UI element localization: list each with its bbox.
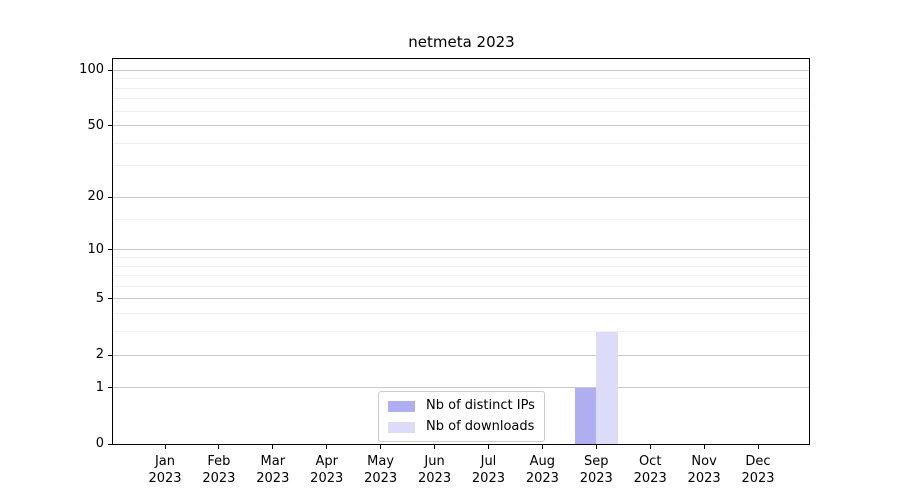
x-tick-year: 2023	[418, 471, 452, 486]
x-tick-year: 2023	[633, 471, 667, 486]
legend-swatch-downloads-icon	[388, 421, 415, 433]
y-tick-label: 50	[87, 117, 104, 133]
x-tick-year: 2023	[256, 471, 290, 486]
x-tick-month: Sep	[584, 454, 609, 469]
x-tick-label: Nov 2023	[677, 453, 731, 487]
x-tick-month: Dec	[745, 454, 771, 469]
y-tick-label: 1	[95, 379, 104, 395]
x-tick-year: 2023	[687, 471, 721, 486]
legend-item-distinct-ips: Nb of distinct IPs	[388, 397, 535, 415]
x-tick-label: Feb 2023	[192, 453, 246, 487]
x-tick-label: Oct 2023	[623, 453, 677, 487]
x-tick-label: Jun 2023	[408, 453, 462, 487]
x-tick-month: Jul	[480, 454, 497, 469]
x-tick-month: Feb	[207, 454, 231, 469]
x-tick-year: 2023	[202, 471, 236, 486]
x-tick-label: Mar 2023	[246, 453, 300, 487]
x-tick-label: Jul 2023	[461, 453, 515, 487]
x-tick-label: Jan 2023	[138, 453, 192, 487]
x-tick-year: 2023	[310, 471, 344, 486]
x-tick-month: Mar	[260, 454, 286, 469]
x-tick-month: Apr	[315, 454, 338, 469]
x-tick-year: 2023	[525, 471, 559, 486]
y-tick-label: 100	[79, 62, 104, 78]
x-tick-month: Jun	[424, 454, 445, 469]
chart-title: netmeta 2023	[408, 33, 515, 51]
x-tick-year: 2023	[148, 471, 182, 486]
x-tick-month: Oct	[638, 454, 662, 469]
x-tick-month: Nov	[691, 454, 717, 469]
x-tick-label: Aug 2023	[515, 453, 569, 487]
x-tick-month: Jan	[154, 454, 176, 469]
plot-area-border	[112, 58, 810, 445]
x-tick-label: May 2023	[354, 453, 408, 487]
x-tick-year: 2023	[741, 471, 775, 486]
y-tick-label: 10	[87, 241, 104, 257]
x-tick-label: Apr 2023	[300, 453, 354, 487]
legend: Nb of distinct IPs Nb of downloads	[378, 391, 545, 442]
x-tick-year: 2023	[579, 471, 613, 486]
y-tick-label: 5	[95, 290, 104, 306]
x-tick-month: Aug	[529, 454, 556, 469]
y-tick-label: 0	[95, 436, 104, 451]
y-tick-label: 2	[95, 347, 104, 363]
y-tick-label: 20	[87, 189, 104, 205]
legend-swatch-distinct-ips-icon	[388, 400, 415, 412]
x-tick-month: May	[367, 454, 395, 469]
x-tick-year: 2023	[471, 471, 505, 486]
legend-label-downloads: Nb of downloads	[426, 419, 535, 434]
legend-item-downloads: Nb of downloads	[388, 418, 535, 436]
x-tick-label: Sep 2023	[569, 453, 623, 487]
x-tick-year: 2023	[364, 471, 398, 486]
legend-label-distinct-ips: Nb of distinct IPs	[426, 398, 535, 413]
x-tick-label: Dec 2023	[731, 453, 785, 487]
